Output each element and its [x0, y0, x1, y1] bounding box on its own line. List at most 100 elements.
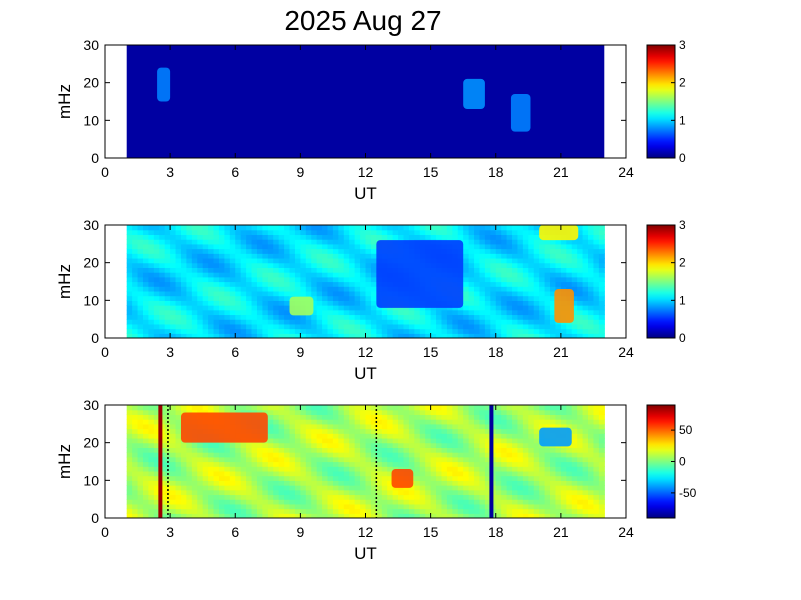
heatmap-cell: [213, 405, 220, 411]
heatmap-cell: [251, 447, 258, 453]
heatmap-cell: [338, 239, 345, 245]
heatmap-cell: [571, 423, 578, 430]
heatmap-cell: [278, 503, 285, 510]
heatmap-cell: [240, 272, 247, 278]
heatmap-cell: [256, 442, 263, 448]
heatmap-cell: [539, 295, 546, 301]
heatmap-cell: [224, 461, 231, 467]
heatmap-cell: [501, 323, 508, 330]
heatmap-cell: [218, 333, 225, 338]
heatmap-cell: [180, 229, 188, 236]
heatmap-cell: [267, 267, 274, 273]
heatmap-cell: [180, 276, 188, 283]
heatmap-cell: [300, 475, 307, 481]
heatmap-cell: [289, 319, 296, 325]
heatmap-cell: [376, 470, 383, 477]
heatmap-cell: [300, 442, 307, 448]
heatmap-cell: [148, 257, 155, 264]
heatmap-cell: [517, 248, 524, 254]
heatmap-cell: [588, 437, 595, 444]
heatmap-cell: [142, 414, 150, 420]
heatmap-cell: [137, 503, 144, 510]
heatmap-cell: [294, 452, 301, 458]
heatmap-cell: [349, 470, 356, 477]
heatmap-cell: [484, 295, 491, 301]
heatmap-cell: [208, 499, 215, 505]
heatmap-cell: [327, 328, 334, 334]
heatmap-cell: [370, 513, 377, 518]
heatmap-cell: [132, 309, 139, 316]
heatmap-cell: [582, 442, 589, 448]
heatmap-cell: [175, 248, 182, 254]
heatmap-cell: [262, 409, 269, 416]
heatmap-cell: [354, 305, 361, 311]
heatmap-cell: [354, 234, 361, 240]
heatmap-cell: [170, 409, 177, 416]
heatmap-cell: [588, 248, 595, 254]
heatmap-cell: [376, 447, 383, 453]
heatmap-cell: [240, 447, 247, 453]
heatmap-cell: [522, 452, 529, 458]
heatmap-cell: [300, 485, 307, 491]
heatmap-cell: [474, 333, 481, 338]
heatmap-cell: [338, 475, 345, 481]
heatmap-cell: [354, 314, 361, 320]
heatmap-cell: [539, 447, 546, 453]
x-tick-label: 21: [553, 524, 569, 540]
heatmap-cell: [338, 305, 345, 311]
heatmap-cell: [468, 239, 475, 245]
heatmap-cell: [479, 286, 486, 292]
heatmap-cell: [175, 452, 182, 458]
heatmap-cell: [305, 248, 312, 254]
heatmap-cell: [414, 414, 421, 420]
heatmap-cell: [332, 253, 339, 259]
heatmap-cell: [582, 461, 589, 467]
heatmap-cell: [284, 300, 291, 306]
heatmap-cell: [305, 452, 312, 458]
heatmap-cell: [484, 319, 491, 325]
heatmap-cell: [229, 461, 236, 467]
heatmap-cell: [517, 305, 524, 311]
heatmap-cell: [398, 503, 405, 510]
heatmap-cell: [322, 300, 329, 306]
heatmap-cell: [197, 508, 204, 514]
heatmap-cell: [175, 499, 182, 505]
heatmap-cell: [441, 461, 448, 467]
heatmap-cell: [593, 323, 600, 330]
heatmap-cell: [398, 456, 405, 463]
heatmap-cell: [208, 239, 215, 245]
heatmap-cell: [208, 494, 215, 500]
heatmap-cell: [202, 239, 209, 245]
heatmap-cell: [501, 485, 508, 491]
heatmap-cell: [218, 234, 225, 240]
heatmap-cell: [278, 229, 285, 236]
heatmap-cell: [354, 499, 361, 505]
heatmap-cell: [349, 234, 356, 240]
heatmap-cell: [262, 461, 269, 467]
heatmap-cell: [240, 290, 247, 297]
heatmap-cell: [506, 428, 513, 434]
heatmap-cell: [414, 470, 421, 477]
heatmap-cell: [322, 503, 329, 510]
heatmap-cell: [327, 253, 334, 259]
heatmap-cell: [474, 243, 481, 250]
heatmap-cell: [555, 239, 562, 245]
colorbar-tick-label: 1: [679, 113, 686, 127]
heatmap-cell: [408, 437, 415, 444]
heatmap-cell: [501, 333, 508, 338]
heatmap-cell: [148, 314, 155, 320]
heatmap-cell: [305, 409, 312, 416]
heatmap-cell: [495, 442, 502, 448]
heatmap-cell: [316, 405, 323, 411]
heatmap-cell: [387, 442, 394, 448]
heatmap-cell: [528, 239, 535, 245]
heatmap-cell: [463, 447, 470, 453]
heatmap-cell: [452, 508, 459, 514]
heatmap-cell: [349, 276, 356, 283]
heatmap-cell: [517, 485, 524, 491]
heatmap-cell: [370, 405, 377, 411]
heatmap-cell: [191, 452, 198, 458]
heatmap-feature: [539, 225, 579, 241]
heatmap-cell: [479, 248, 486, 254]
heatmap-cell: [191, 503, 198, 510]
